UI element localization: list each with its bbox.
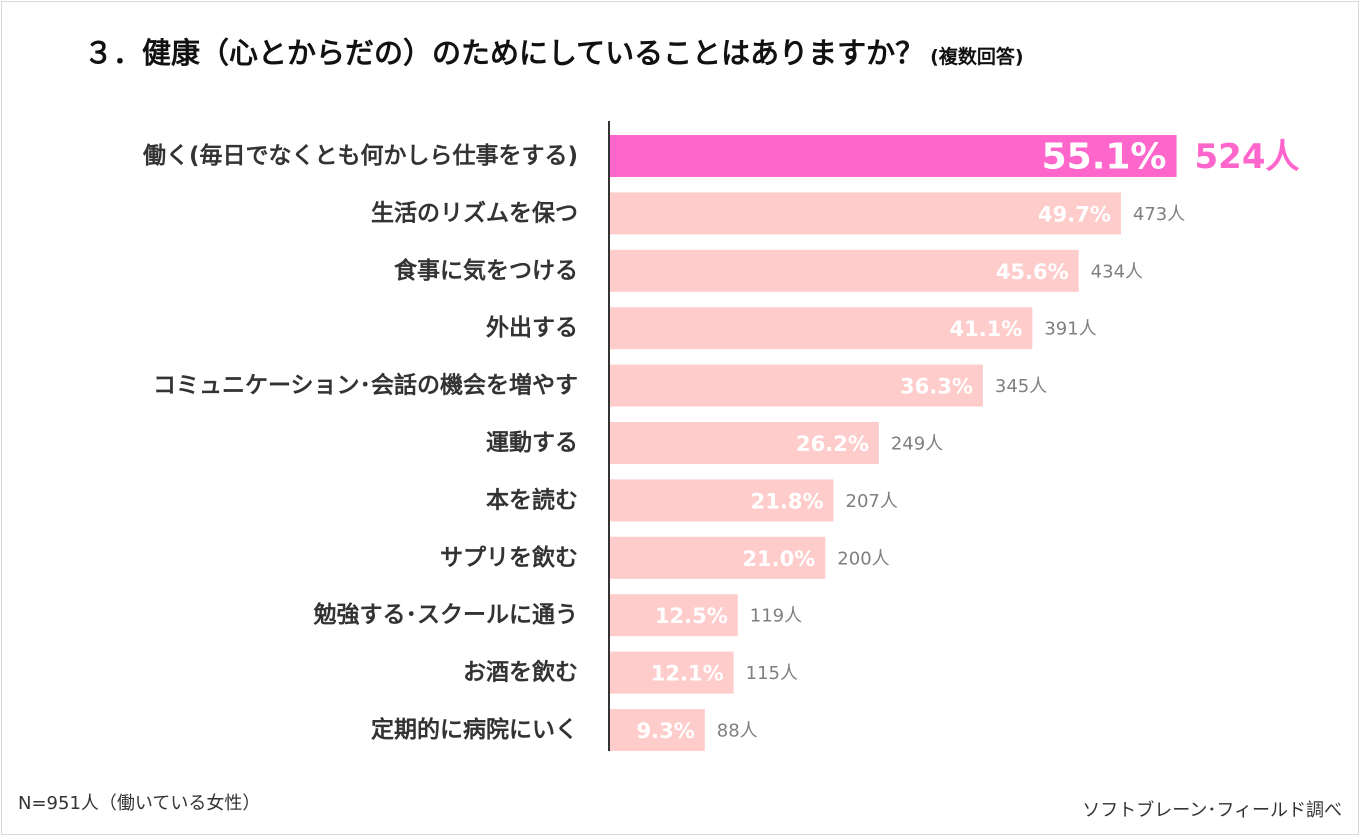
category-label: 勉強する･スクールに通う	[313, 601, 579, 628]
data-label: 55.1%	[1042, 137, 1167, 178]
data-label: 26.2%	[796, 432, 869, 456]
data-label: 21.0%	[742, 547, 815, 571]
count-label: 249人	[891, 434, 943, 455]
bar	[609, 709, 705, 751]
bar	[609, 249, 1079, 292]
source-credit: ソフトブレーン･フィールド調べ	[1082, 800, 1342, 821]
data-label: 21.8%	[751, 489, 824, 513]
subtitle-text: (複数回答)	[930, 46, 1024, 68]
category-label: 本を読む	[486, 486, 578, 513]
count-label: 200人	[837, 548, 889, 569]
category-label: サプリを飲む	[440, 544, 578, 571]
bar	[609, 307, 1033, 350]
data-label: 36.3%	[900, 375, 973, 399]
chart-title: ３．健康（心とからだの）のためにしていることはありますか？ (複数回答)	[84, 30, 1024, 72]
category-label: コミュニケーション･会話の機会を増やす	[153, 372, 578, 399]
bar	[609, 536, 826, 579]
count-label: 115人	[746, 663, 798, 684]
count-label: 207人	[846, 491, 898, 512]
bar	[609, 479, 834, 522]
count-label: 345人	[995, 376, 1047, 397]
footnote: N=951人（働いている女性）	[18, 793, 261, 814]
count-label: 119人	[750, 606, 802, 627]
count-label: 473人	[1133, 204, 1185, 225]
data-label: 12.1%	[651, 662, 724, 686]
title-text: ３．健康（心とからだの）のためにしていることはありますか？	[84, 36, 925, 70]
category-label: 定期的に病院にいく	[371, 716, 578, 743]
data-label: 45.6%	[996, 260, 1069, 284]
category-label: 生活のリズムを保つ	[371, 199, 578, 226]
data-label: 49.7%	[1038, 202, 1111, 226]
bar	[609, 651, 734, 694]
count-label: 434人	[1091, 261, 1143, 282]
bar	[609, 135, 1177, 177]
count-label: 88人	[717, 721, 758, 742]
category-label: 働く(毎日でなくとも何かしら仕事をする)	[142, 142, 578, 169]
count-label: 524人	[1195, 137, 1300, 177]
category-label: 運動する	[486, 430, 578, 456]
bar	[609, 192, 1121, 235]
bar	[609, 364, 983, 407]
category-label: 食事に気をつける	[394, 257, 578, 284]
bar	[609, 594, 738, 637]
data-label: 41.1%	[949, 317, 1022, 341]
category-label: 外出する	[486, 314, 578, 341]
data-label: 9.3%	[637, 719, 695, 743]
bar	[609, 422, 879, 464]
data-label: 12.5%	[655, 604, 728, 628]
category-label: お酒を飲む	[463, 659, 578, 686]
count-label: 391人	[1044, 319, 1096, 340]
